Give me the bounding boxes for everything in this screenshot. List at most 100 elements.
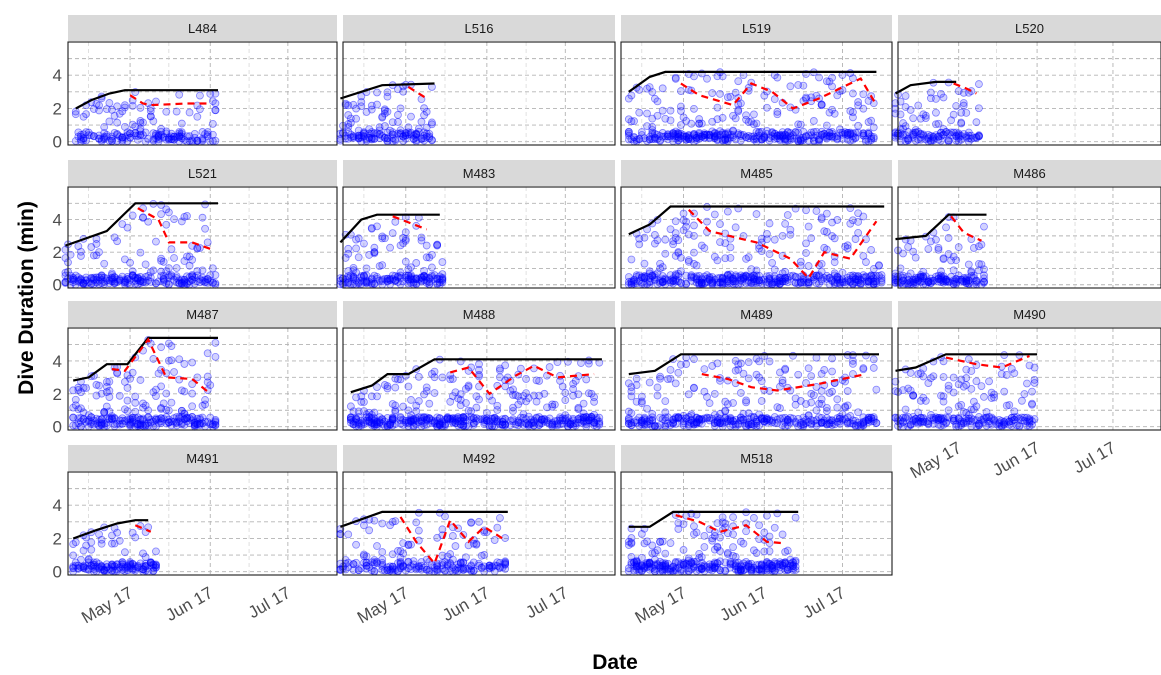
data-point [692,136,701,144]
data-point [128,101,137,110]
data-point [770,95,779,104]
data-point [674,129,683,137]
data-point [380,133,389,142]
data-point [716,533,724,542]
data-point [664,130,672,139]
data-point [635,108,644,117]
data-point [692,134,701,142]
data-point [669,129,678,138]
data-point [367,129,376,138]
data-point [674,136,683,145]
data-point [407,540,415,549]
data-point [108,132,116,141]
y-tick-label: 4 [53,352,62,371]
data-point [721,134,730,143]
data-point [92,278,101,287]
data-point [744,374,753,383]
data-point [71,538,80,547]
data-point [1018,396,1026,405]
data-point [208,97,217,106]
data-point [768,128,777,137]
data-point [830,109,839,118]
data-point [77,274,85,283]
data-point [391,407,400,416]
data-point [862,135,870,144]
data-point [802,132,810,141]
data-point [653,236,662,245]
data-point [152,129,160,138]
data-point [123,384,132,392]
data-point [428,118,436,127]
data-point [354,253,363,262]
data-point [1030,415,1039,423]
data-point [438,276,447,285]
data-point [378,261,387,270]
data-point [420,111,428,120]
data-point [365,125,374,134]
data-point [175,132,184,141]
data-point [846,128,855,137]
data-point [336,135,345,143]
data-point [944,129,953,138]
data-point [716,220,724,228]
data-point [949,128,958,137]
data-point [118,133,127,142]
data-point [859,212,868,221]
data-point [671,127,680,136]
data-point [211,279,220,288]
data-point [425,399,434,408]
data-point [731,135,740,144]
data-point [203,238,212,247]
data-point [947,116,956,125]
data-point [666,132,675,141]
data-point [362,135,371,144]
data-point [367,101,376,110]
data-point [128,368,137,377]
data-point [175,128,184,136]
data-point [648,123,657,131]
data-point [354,131,363,140]
data-point [170,254,178,262]
data-point [152,547,160,556]
data-point [669,131,678,140]
data-point [154,369,163,378]
facet-panel-l519: L519 [620,15,893,146]
data-point [770,265,779,274]
data-point [817,130,826,139]
data-point [729,543,737,552]
data-point [825,132,834,141]
data-point [947,128,956,137]
data-point [822,121,831,130]
data-point [383,88,392,97]
data-point [113,528,122,537]
data-point [718,136,727,145]
data-point [630,133,638,141]
data-point [783,127,792,136]
data-point [131,533,140,542]
data-point [817,127,826,136]
data-point [95,381,103,390]
data-point [703,74,711,83]
data-point [734,130,743,139]
data-point [422,129,431,138]
data-point [692,131,701,140]
grid-lines [68,187,337,288]
data-point [472,539,481,548]
data-point [682,132,691,141]
data-point [648,88,657,96]
data-point [859,104,868,113]
data-point [909,392,918,400]
data-point [846,107,855,115]
data-point [752,132,761,141]
panel-border [620,41,893,146]
x-tick-label: Jul 17 [1070,438,1119,477]
y-tick-label: 0 [53,418,62,437]
data-point [674,129,683,138]
data-point [61,278,70,287]
data-point [666,106,675,115]
data-point [695,115,704,123]
data-point [713,136,722,145]
data-point [718,135,727,144]
data-point [786,225,795,234]
data-point [755,521,764,530]
